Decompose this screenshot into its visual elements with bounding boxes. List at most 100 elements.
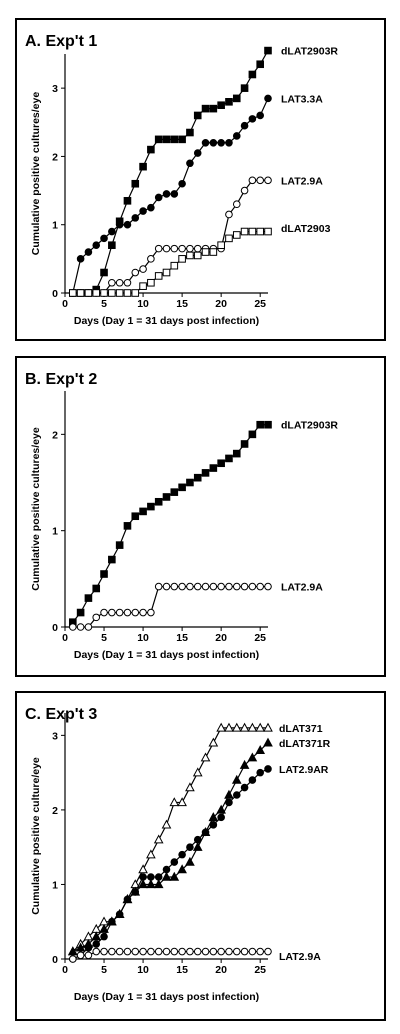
- data-point: [186, 251, 194, 260]
- data-point: [232, 132, 241, 140]
- series-label: dLAT371: [279, 723, 323, 735]
- data-point: [100, 234, 108, 243]
- data-point: [162, 244, 171, 253]
- data-point: [115, 220, 124, 229]
- data-point: [108, 555, 116, 564]
- chart-exp1: A. Exp't 1 0 5 10 15 20 25 0 1 2 3 Days (Day 1 = 31…: [25, 33, 338, 327]
- data-point: [240, 227, 249, 236]
- series-line: [72, 50, 269, 294]
- data-point: [209, 104, 218, 113]
- data-point: [248, 70, 257, 79]
- data-point: [84, 951, 93, 960]
- data-point: [193, 947, 202, 956]
- data-point: [154, 947, 163, 956]
- y-tick-label: 2: [52, 429, 58, 441]
- data-point: [147, 873, 155, 881]
- data-point: [147, 203, 155, 212]
- data-point: [99, 923, 109, 933]
- data-point: [225, 454, 233, 463]
- data-point: [209, 582, 218, 591]
- series-label: dLAT371R: [279, 738, 331, 750]
- data-point: [123, 895, 132, 904]
- data-point: [232, 449, 241, 458]
- data-point: [138, 879, 148, 889]
- x-tick-label: 0: [62, 298, 68, 310]
- data-point: [240, 783, 249, 792]
- series-LAT2.9AR: [69, 765, 272, 963]
- data-point: [232, 200, 241, 209]
- data-point: [123, 608, 132, 617]
- data-point: [154, 873, 163, 881]
- data-point: [263, 737, 273, 747]
- x-tick-label: 10: [137, 964, 149, 976]
- y-axis-label: Cumulative positive cultures/eye: [30, 92, 42, 256]
- data-point: [123, 947, 132, 956]
- data-point: [170, 244, 179, 253]
- data-point: [231, 774, 242, 784]
- data-point: [131, 179, 140, 188]
- data-point: [255, 745, 266, 754]
- data-point: [178, 483, 186, 492]
- data-point: [115, 608, 124, 617]
- data-point: [225, 798, 233, 807]
- y-axis-label: Cumulative positive culture/eye: [30, 757, 42, 915]
- data-point: [192, 841, 203, 851]
- data-point: [131, 608, 140, 617]
- data-point: [256, 111, 264, 120]
- y-tick-label: 1: [52, 879, 58, 891]
- x-tick-label: 25: [254, 632, 266, 644]
- chart-title: B. Exp't 2: [25, 371, 97, 388]
- data-point: [92, 289, 101, 297]
- data-point: [248, 947, 257, 956]
- series-LAT2.9A: [69, 176, 272, 297]
- data-point: [69, 289, 77, 297]
- data-point: [170, 858, 179, 866]
- data-point: [162, 135, 171, 144]
- data-point: [84, 594, 93, 602]
- data-point: [232, 94, 241, 103]
- data-point: [248, 776, 257, 784]
- series-line: [72, 727, 268, 952]
- data-point: [217, 582, 225, 591]
- x-tick-label: 20: [215, 964, 227, 976]
- data-point: [100, 947, 108, 956]
- y-tick-label: 0: [52, 288, 58, 300]
- series-label: LAT3.3A: [281, 93, 323, 105]
- data-point: [186, 159, 194, 168]
- x-tick-label: 10: [137, 632, 149, 644]
- data-point: [100, 570, 108, 578]
- y-tick-label: 1: [52, 220, 58, 232]
- data-point: [264, 582, 272, 591]
- y-tick-label: 2: [52, 805, 58, 817]
- data-point: [201, 947, 210, 956]
- data-point: [225, 138, 233, 147]
- data-point: [264, 176, 272, 185]
- data-point: [263, 722, 273, 732]
- data-point: [139, 608, 147, 617]
- data-point: [139, 507, 147, 516]
- x-tick-label: 25: [254, 964, 266, 976]
- data-point: [264, 420, 272, 429]
- series-label: LAT2.9A: [279, 951, 321, 963]
- data-point: [139, 162, 147, 171]
- data-point: [256, 227, 264, 236]
- data-point: [100, 289, 108, 297]
- data-point: [192, 767, 203, 777]
- data-point: [209, 947, 218, 956]
- data-point: [216, 722, 226, 732]
- data-point: [169, 797, 180, 807]
- data-point: [248, 176, 257, 185]
- data-point: [139, 282, 147, 290]
- data-point: [225, 210, 233, 219]
- data-point: [147, 278, 155, 287]
- data-point: [84, 289, 93, 297]
- data-point: [217, 101, 225, 110]
- data-point: [248, 582, 257, 591]
- x-tick-label: 15: [176, 298, 188, 310]
- data-point: [264, 227, 272, 236]
- data-point: [131, 512, 140, 521]
- data-point: [264, 947, 272, 956]
- data-point: [153, 834, 164, 844]
- data-point: [232, 791, 241, 799]
- chart-exp2: B. Exp't 2 0 5 10 15 20 25 0 1 2 Days (Day 1 = 31 …: [25, 371, 338, 661]
